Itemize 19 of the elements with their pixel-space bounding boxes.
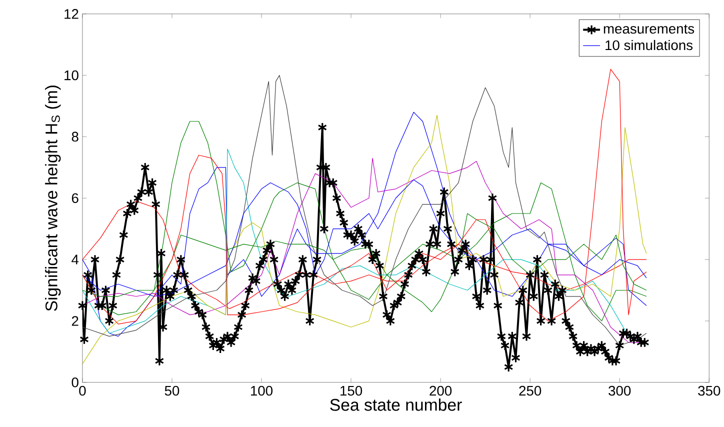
y-tick-label: 12 (64, 9, 78, 19)
x-axis-title: Sea state number (330, 398, 462, 411)
y-tick-label: 2 (72, 316, 78, 326)
x-tick-label: 200 (430, 386, 452, 396)
y-tick-label: 8 (72, 132, 78, 142)
x-tick-label: 250 (519, 386, 542, 396)
x-tick-label: 150 (340, 386, 362, 396)
x-tick-label: 350 (698, 386, 720, 396)
y-tick-label: 10 (64, 70, 78, 80)
x-tick-label: 50 (164, 386, 180, 396)
y-axis-title: Significant wave height H$_{S}$ (m) (45, 86, 61, 311)
y-tick-label: 4 (72, 254, 79, 264)
y-tick-label: 6 (72, 193, 78, 204)
y-tick-label: 0 (72, 377, 78, 388)
x-tick-label: 300 (608, 386, 631, 396)
legend-label: measurements (604, 24, 694, 34)
x-tick-label: 0 (79, 386, 86, 396)
x-tick-label: 100 (251, 386, 273, 396)
legend-label: 10 simulations (606, 40, 693, 50)
